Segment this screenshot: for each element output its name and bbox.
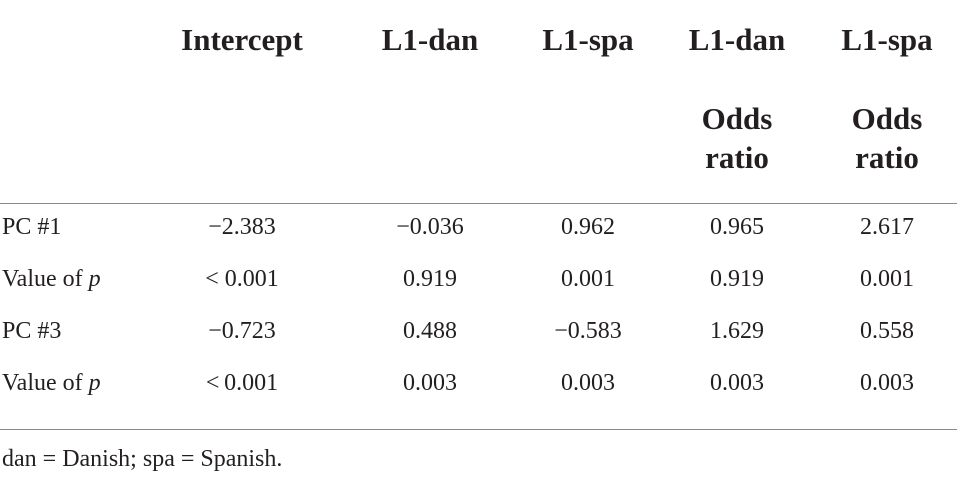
table-cell: 0.962 — [561, 214, 615, 240]
label-text: PC #1 — [2, 214, 62, 240]
bottom-rule — [0, 429, 957, 430]
table-cell: 1.629 — [710, 318, 764, 344]
column-header: L1-dan — [688, 22, 786, 57]
table-cell: 2.617 — [860, 214, 914, 240]
row-label: PC #3 — [2, 318, 61, 345]
row-label: PC #1 — [2, 214, 61, 241]
table-cell: −2.383 — [208, 214, 276, 240]
column-header: L1-spa — [841, 22, 933, 57]
column-header: Intercept — [181, 22, 303, 57]
label-text: Value of — [2, 370, 83, 396]
label-text: Value of — [2, 266, 83, 292]
table-cell: 0.558 — [860, 318, 914, 344]
table-cell: 0.001 — [860, 266, 914, 292]
table-cell: −0.036 — [396, 214, 464, 240]
column-header: L1-dan — [381, 22, 479, 57]
label-variable: p — [88, 266, 101, 292]
table-cell: 0.965 — [710, 214, 764, 240]
footnote: dan = Danish; spa = Spanish. — [2, 446, 283, 472]
row-label: Value of p — [2, 370, 101, 397]
row-label: Value of p — [2, 266, 101, 293]
label-text: PC #3 — [2, 318, 62, 344]
header-rule — [0, 203, 957, 204]
table-cell: 0.488 — [403, 318, 457, 344]
column-subheader: Odds ratio — [851, 101, 923, 175]
table-cell: 0.003 — [561, 370, 615, 396]
table-cell: −0.583 — [554, 318, 622, 344]
table-cell: 0.001 — [561, 266, 615, 292]
table-cell: −0.723 — [208, 318, 276, 344]
table-cell: 0.919 — [710, 266, 764, 292]
table-cell: < 0.001 — [205, 266, 279, 292]
table-cell: 0.003 — [860, 370, 914, 396]
table-cell: < 0.001 — [205, 370, 279, 396]
table-cell: 0.003 — [403, 370, 457, 396]
label-variable: p — [88, 370, 101, 396]
column-subheader: Odds ratio — [701, 101, 773, 175]
table-cell: 0.003 — [710, 370, 764, 396]
column-header: L1-spa — [542, 22, 634, 57]
table-cell: 0.919 — [403, 266, 457, 292]
